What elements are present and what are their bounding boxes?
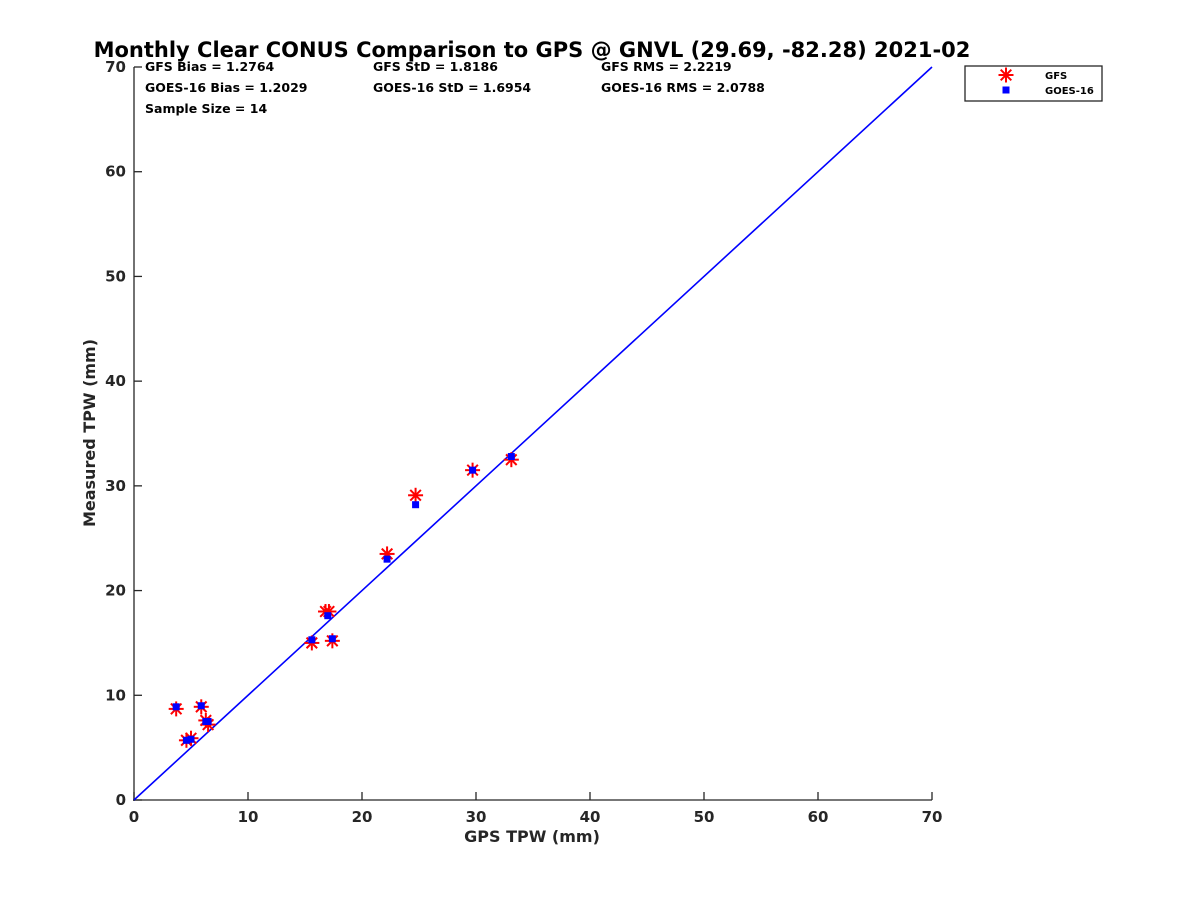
goes-16-point <box>324 612 332 620</box>
goes-16-point <box>172 703 180 711</box>
goes-16-point <box>182 736 190 744</box>
legend-goes-label: GOES-16 <box>1045 86 1094 97</box>
legend-gfs-marker <box>998 67 1014 83</box>
x-ticks: 0 10 20 30 40 50 60 70 <box>129 792 943 826</box>
legend-gfs-label: GFS <box>1045 71 1067 82</box>
legend: GFS GOES-16 <box>964 65 1103 102</box>
x-tick-label: 60 <box>808 808 829 826</box>
legend-asterisk <box>998 67 1014 83</box>
stats-block: GFS Bias = 1.2764 GFS StD = 1.8186 GFS R… <box>145 59 765 116</box>
y-tick-label: 70 <box>105 58 126 76</box>
y-tick-label: 50 <box>105 267 126 285</box>
goes-16-series <box>172 453 515 744</box>
chart-title: Monthly Clear CONUS Comparison to GPS @ … <box>94 38 971 62</box>
reference-line <box>133 66 933 801</box>
goes-16-point <box>187 735 195 743</box>
y-tick-label: 40 <box>105 372 126 390</box>
y-tick-label: 10 <box>105 686 126 704</box>
sample-size-stat: Sample Size = 14 <box>145 101 267 116</box>
x-tick-label: 20 <box>352 808 373 826</box>
legend-box <box>964 65 1103 102</box>
y-ticks: 0 10 20 30 40 50 60 70 <box>105 58 142 809</box>
y-tick-label: 20 <box>105 582 126 600</box>
x-axis-label: GPS TPW (mm) <box>464 827 600 846</box>
goes-16-point <box>328 635 336 643</box>
x-tick-label: 50 <box>694 808 715 826</box>
y-tick-label: 60 <box>105 163 126 181</box>
gfs-rms-stat: GFS RMS = 2.2219 <box>601 59 732 74</box>
y-tick-label: 0 <box>116 791 126 809</box>
goes-16-point <box>204 717 212 725</box>
goes-16-point <box>412 501 420 509</box>
goes-rms-stat: GOES-16 RMS = 2.0788 <box>601 80 765 95</box>
axes <box>133 67 932 801</box>
gfs-std-stat: GFS StD = 1.8186 <box>373 59 498 74</box>
x-tick-label: 30 <box>466 808 487 826</box>
x-tick-label: 70 <box>922 808 943 826</box>
y-axis-label: Measured TPW (mm) <box>80 339 99 527</box>
gfs-bias-stat: GFS Bias = 1.2764 <box>145 59 275 74</box>
x-tick-label: 10 <box>238 808 259 826</box>
x-tick-label: 0 <box>129 808 139 826</box>
goes-bias-stat: GOES-16 Bias = 1.2029 <box>145 80 307 95</box>
goes-16-point <box>308 636 316 644</box>
x-tick-label: 40 <box>580 808 601 826</box>
y-tick-label: 30 <box>105 477 126 495</box>
goes-16-point <box>469 466 477 474</box>
gfs-point <box>408 487 424 503</box>
goes-16-point <box>383 555 391 563</box>
gfs-series <box>168 452 519 748</box>
goes-16-point <box>507 453 515 461</box>
legend-goes-marker <box>1002 86 1010 94</box>
one-to-one-line <box>133 66 933 801</box>
goes-std-stat: GOES-16 StD = 1.6954 <box>373 80 531 95</box>
goes-16-point <box>197 702 205 710</box>
